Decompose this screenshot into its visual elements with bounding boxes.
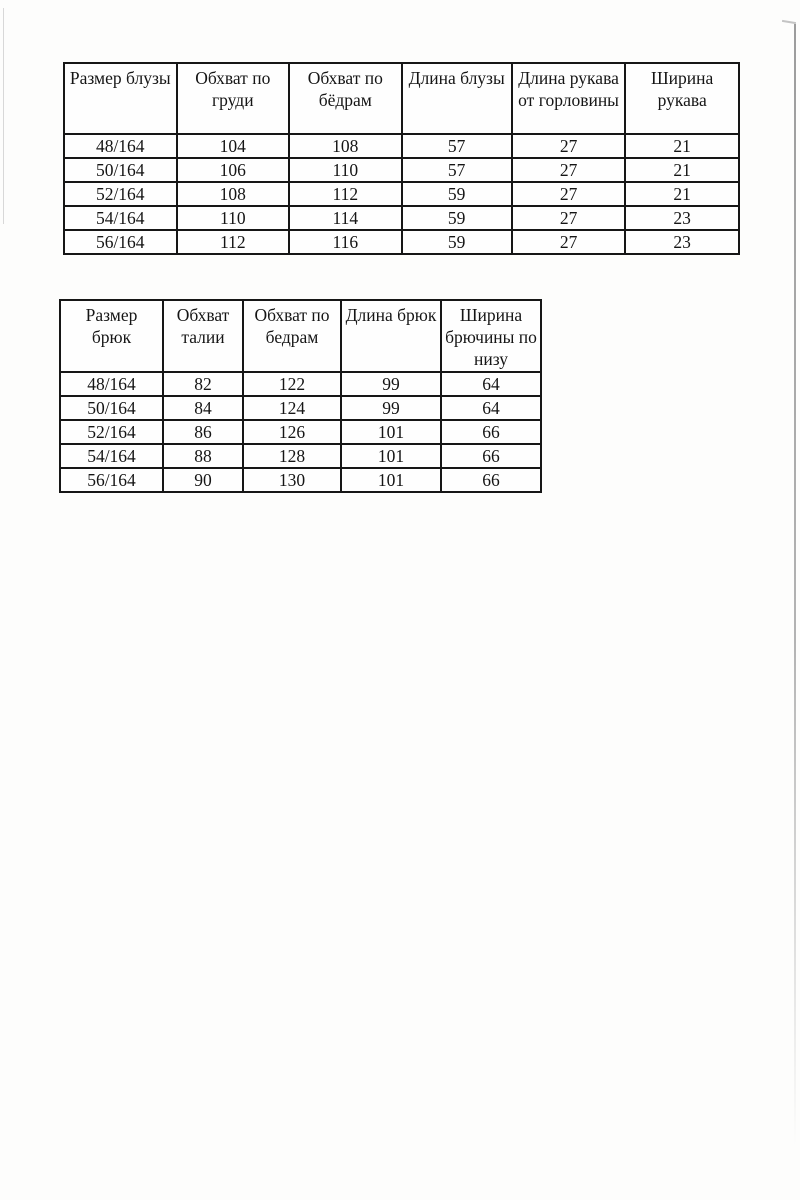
measurement-cell: 108 (175, 181, 291, 207)
trouser-table-header-row: Размер брюк Обхват талии Обхват по бедрам Д… (59, 299, 542, 373)
measurement-cell: 84 (162, 395, 244, 421)
measurement-cell: 124 (242, 395, 342, 421)
measurement-cell: 66 (440, 419, 542, 445)
table-row: 56/164 112 116 59 27 23 (63, 229, 740, 255)
measurement-cell: 21 (624, 157, 740, 183)
column-header: Обхват по бёдрам (288, 62, 403, 135)
column-header: Ширина рукава (624, 62, 740, 135)
size-cell: 50/164 (63, 157, 178, 183)
table-row: 48/164 82 122 99 64 (59, 371, 542, 397)
measurement-cell: 64 (440, 395, 542, 421)
measurement-cell: 112 (175, 229, 291, 255)
measurement-cell: 90 (162, 467, 244, 493)
table-row: 56/164 90 130 101 66 (59, 467, 542, 493)
scan-edge-artifact-left (3, 8, 4, 224)
measurement-cell: 23 (624, 205, 740, 231)
measurement-cell: 82 (162, 371, 244, 397)
size-cell: 54/164 (63, 205, 178, 231)
measurement-cell: 104 (175, 133, 291, 159)
size-cell: 56/164 (63, 229, 178, 255)
measurement-cell: 114 (288, 205, 403, 231)
blouse-size-table: Размер блузы Обхват по груди Обхват по бёд… (63, 62, 740, 255)
column-header: Ширина брючины по низу (440, 299, 542, 373)
measurement-cell: 88 (162, 443, 244, 469)
measurement-cell: 57 (400, 133, 513, 159)
column-header: Длина рукава от горловины (510, 62, 627, 135)
measurement-cell: 128 (242, 443, 342, 469)
table-row: 50/164 106 110 57 27 21 (63, 157, 740, 183)
table-row: 54/164 110 114 59 27 23 (63, 205, 740, 231)
measurement-cell: 101 (340, 467, 442, 493)
measurement-cell: 122 (242, 371, 342, 397)
measurement-cell: 27 (510, 157, 627, 183)
measurement-cell: 66 (440, 467, 542, 493)
measurement-cell: 66 (440, 443, 542, 469)
size-cell: 50/164 (59, 395, 164, 421)
measurement-cell: 27 (510, 229, 627, 255)
table-row: 54/164 88 128 101 66 (59, 443, 542, 469)
scan-edge-artifact-right (794, 24, 796, 1146)
measurement-cell: 27 (510, 181, 627, 207)
size-cell: 52/164 (63, 181, 178, 207)
table-row: 48/164 104 108 57 27 21 (63, 133, 740, 159)
measurement-cell: 112 (288, 181, 403, 207)
column-header: Размер брюк (59, 299, 164, 373)
size-cell: 48/164 (59, 371, 164, 397)
column-header: Длина блузы (400, 62, 513, 135)
size-cell: 52/164 (59, 419, 164, 445)
measurement-cell: 57 (400, 157, 513, 183)
blouse-table-header-row: Размер блузы Обхват по груди Обхват по бёд… (63, 62, 740, 135)
column-header: Обхват по груди (175, 62, 291, 135)
measurement-cell: 126 (242, 419, 342, 445)
measurement-cell: 59 (400, 205, 513, 231)
measurement-cell: 101 (340, 419, 442, 445)
measurement-cell: 116 (288, 229, 403, 255)
size-cell: 56/164 (59, 467, 164, 493)
measurement-cell: 108 (288, 133, 403, 159)
column-header: Обхват талии (162, 299, 244, 373)
table-row: 52/164 86 126 101 66 (59, 419, 542, 445)
measurement-cell: 21 (624, 133, 740, 159)
measurement-cell: 106 (175, 157, 291, 183)
table-row: 50/164 84 124 99 64 (59, 395, 542, 421)
column-header: Размер блузы (63, 62, 178, 135)
trouser-size-table: Размер брюк Обхват талии Обхват по бедрам Д… (59, 299, 542, 493)
measurement-cell: 27 (510, 133, 627, 159)
measurement-cell: 21 (624, 181, 740, 207)
measurement-cell: 99 (340, 371, 442, 397)
measurement-cell: 59 (400, 181, 513, 207)
measurement-cell: 86 (162, 419, 244, 445)
measurement-cell: 110 (175, 205, 291, 231)
measurement-cell: 27 (510, 205, 627, 231)
measurement-cell: 64 (440, 371, 542, 397)
measurement-cell: 101 (340, 443, 442, 469)
measurement-cell: 130 (242, 467, 342, 493)
column-header: Обхват по бедрам (242, 299, 342, 373)
table-row: 52/164 108 112 59 27 21 (63, 181, 740, 207)
measurement-cell: 110 (288, 157, 403, 183)
size-cell: 48/164 (63, 133, 178, 159)
column-header: Длина брюк (340, 299, 442, 373)
measurement-cell: 23 (624, 229, 740, 255)
measurement-cell: 59 (400, 229, 513, 255)
size-cell: 54/164 (59, 443, 164, 469)
measurement-cell: 99 (340, 395, 442, 421)
